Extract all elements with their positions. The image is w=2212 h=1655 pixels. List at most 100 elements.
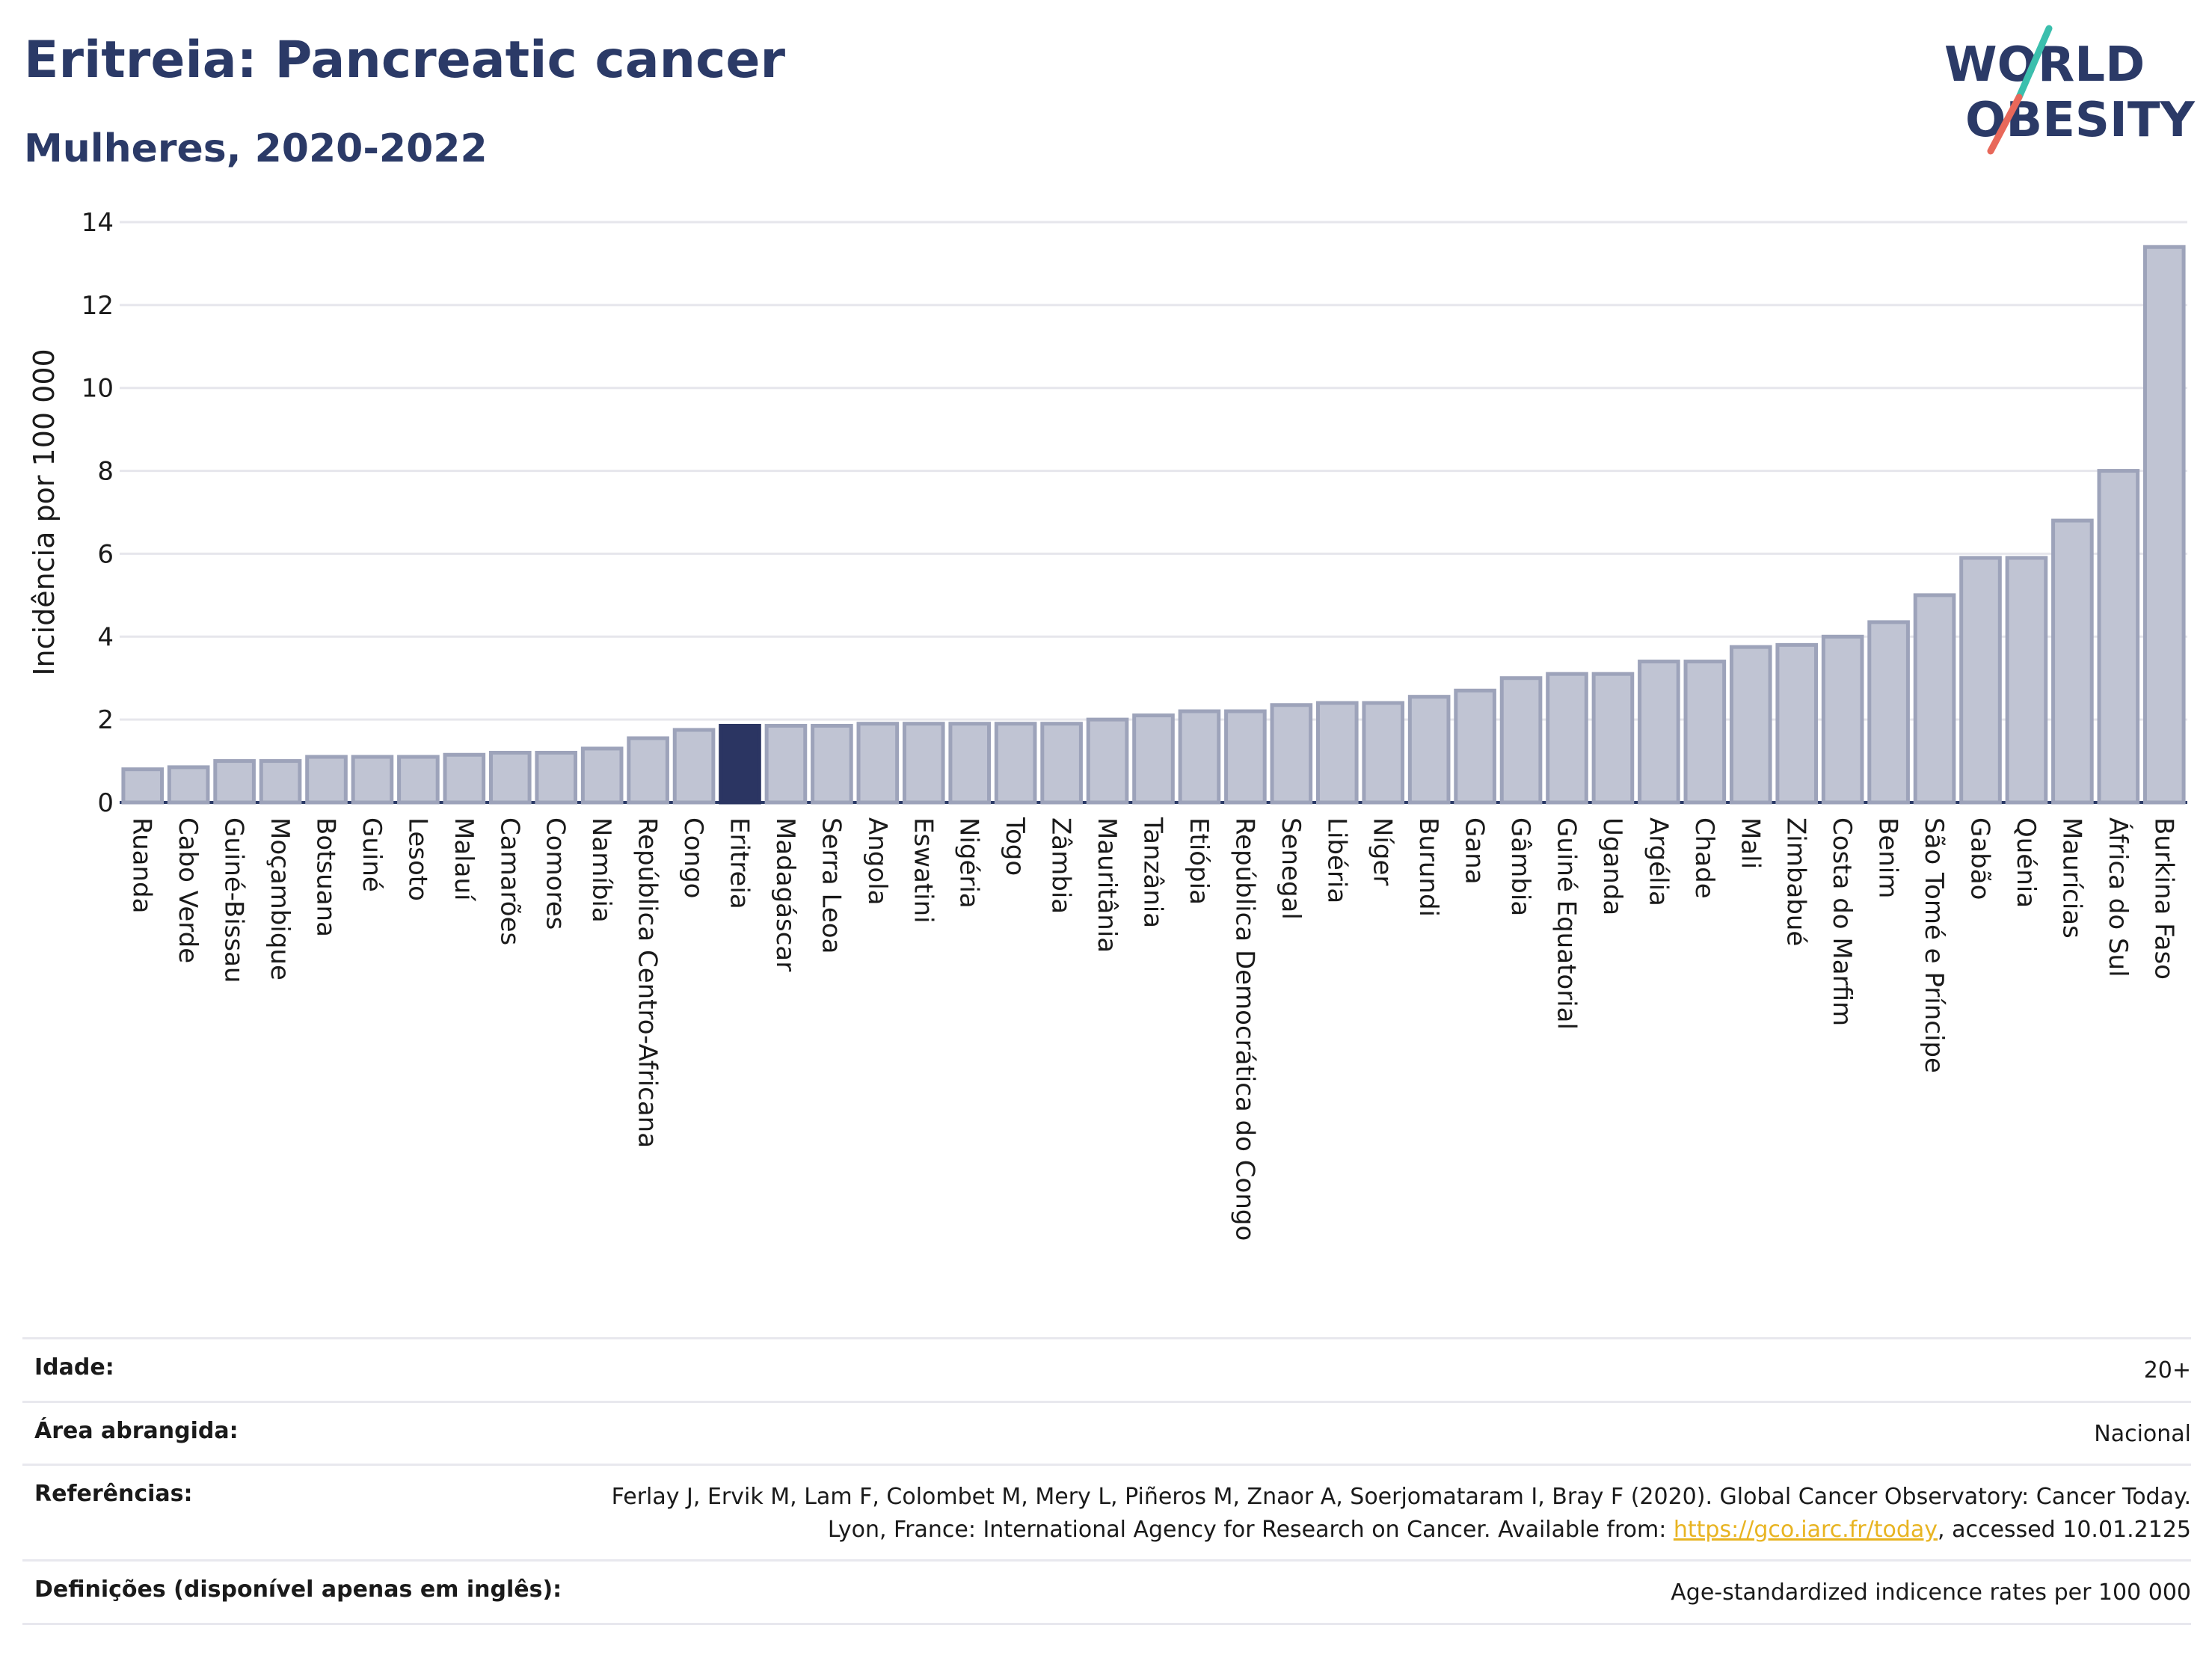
x-tick-label: Uganda — [1597, 817, 1627, 915]
x-tick-label: Nigéria — [954, 817, 984, 909]
x-tick-label: Quénia — [2011, 817, 2041, 908]
reference-accessed: , accessed 10.01.2125 — [1938, 1516, 2191, 1543]
x-tick-label: Ruanda — [127, 817, 157, 913]
x-tick-label: Zâmbia — [1046, 817, 1076, 914]
bar-Guiné-Bissau — [213, 759, 256, 805]
x-tick-label: Guiné-Bissau — [219, 817, 249, 983]
bar-Níger — [1362, 701, 1405, 805]
x-tick-label: São Tomé e Príncipe — [1919, 817, 1949, 1073]
x-tick-label: Namíbia — [586, 817, 616, 923]
bar-Namíbia — [580, 746, 624, 805]
meta-value-references: Ferlay J, Ervik M, Lam F, Colombet M, Me… — [546, 1481, 2191, 1546]
x-tick-label: República Centro-Africana — [633, 817, 663, 1148]
x-tick-label: Zimbabué — [1781, 817, 1811, 946]
bar-Eritreia — [719, 723, 761, 805]
bar-Gana — [1454, 688, 1496, 805]
bar-Angola — [856, 722, 900, 805]
bar-São Tomé e Príncipe — [1913, 593, 1956, 805]
x-tick-label: Argélia — [1643, 817, 1673, 906]
x-tick-label: Camarões — [494, 817, 524, 945]
x-tick-label: Gabão — [1965, 817, 1995, 900]
x-tick-label: Madagáscar — [770, 817, 800, 971]
y-axis-ticks: 0 2 4 6 8 10 12 14 — [82, 208, 114, 818]
meta-value-definitions: Age-standardized indicence rates per 100… — [1671, 1579, 2191, 1606]
x-tick-label: Togo — [1000, 817, 1030, 876]
bar-Serra Leoa — [811, 723, 853, 805]
bar-República Democrática do Congo — [1224, 709, 1267, 805]
bar-Burundi — [1407, 695, 1451, 805]
bar-Uganda — [1591, 672, 1635, 805]
logo-slash-teal — [2015, 25, 2053, 101]
x-tick-label: Moçambique — [265, 817, 295, 980]
meta-label-area: Área abrangida: — [34, 1417, 239, 1444]
meta-row-area: Área abrangida: Nacional — [22, 1400, 2191, 1464]
bar-Ruanda — [121, 767, 165, 805]
x-tick-label: Eswatini — [908, 817, 938, 924]
x-tick-label: Libéria — [1321, 817, 1351, 903]
x-axis-labels: Ruanda Cabo Verde Guiné-Bissau Moçambique Bo… — [127, 817, 2179, 1241]
x-tick-label: Costa do Marfim — [1827, 817, 1857, 1026]
x-tick-label: Maurícias — [2056, 817, 2086, 939]
x-tick-label: Mali — [1735, 817, 1765, 869]
bar-Lesoto — [397, 755, 440, 805]
y-tick-label: 4 — [97, 622, 114, 652]
meta-label-age: Idade: — [34, 1354, 114, 1381]
meta-row-references: Referências: Ferlay J, Ervik M, Lam F, C… — [22, 1464, 2191, 1559]
bar-Libéria — [1315, 701, 1359, 805]
world-obesity-logo: WORLD OBESITY — [1944, 25, 2195, 155]
x-tick-label: República Democrática do Congo — [1229, 817, 1259, 1241]
meta-label-definitions: Definições (disponível apenas em inglês)… — [34, 1576, 562, 1603]
bar-Botsuana — [305, 755, 348, 805]
bar-Gabão — [1959, 556, 2002, 805]
x-tick-label: Burkina Faso — [2148, 817, 2178, 980]
chart-subtitle: Mulheres, 2020-2022 — [24, 126, 488, 171]
y-tick-label: 2 — [97, 705, 114, 735]
bar-Maurícias — [2051, 518, 2094, 805]
bar-Chade — [1683, 660, 1727, 805]
bar-chart: 0 2 4 6 8 10 12 14 Ruanda Cabo Verde Guiné-Bissau… — [28, 208, 2187, 1241]
x-tick-label: Eritreia — [725, 817, 755, 909]
bar-Congo — [672, 728, 716, 805]
meta-label-references: Referências: — [34, 1481, 193, 1507]
bar-Tanzânia — [1132, 713, 1175, 805]
y-tick-label: 0 — [97, 788, 114, 818]
reference-link[interactable]: https://gco.iarc.fr/today — [1673, 1516, 1938, 1543]
bar-Nigéria — [948, 722, 992, 805]
bar-África do Sul — [2097, 469, 2140, 805]
logo-slash-coral — [1987, 93, 2023, 155]
y-axis-label: Incidência por 100 000 — [28, 348, 61, 675]
bar-Senegal — [1270, 703, 1313, 805]
x-tick-label: Chade — [1689, 817, 1719, 899]
x-tick-label: Botsuana — [311, 817, 341, 937]
x-tick-label: Gâmbia — [1505, 817, 1535, 916]
meta-value-age: 20+ — [2143, 1357, 2191, 1384]
x-tick-label: Malauí — [449, 817, 479, 902]
x-tick-label: Mauritânia — [1092, 817, 1122, 953]
chart-title: Eritreia: Pancreatic cancer — [24, 31, 786, 90]
metadata-table: Idade: 20+ Área abrangida: Nacional Refe… — [22, 1337, 2191, 1625]
x-tick-label: Níger — [1368, 817, 1398, 885]
bar-Zimbabué — [1775, 642, 1819, 805]
x-tick-label: Benim — [1873, 817, 1903, 898]
meta-row-definitions: Definições (disponível apenas em inglês)… — [22, 1559, 2191, 1625]
y-tick-label: 10 — [82, 374, 114, 404]
bar-Madagáscar — [764, 723, 808, 805]
x-tick-label: Senegal — [1276, 817, 1306, 920]
y-tick-label: 6 — [97, 539, 114, 569]
bar-Malauí — [443, 752, 486, 805]
x-tick-label: Guiné Equatorial — [1552, 817, 1582, 1030]
bar-Guiné Equatorial — [1546, 672, 1588, 805]
x-tick-label: Cabo Verde — [173, 817, 203, 963]
y-tick-label: 12 — [82, 291, 114, 321]
bar-Gâmbia — [1499, 676, 1543, 805]
bar-Etiópia — [1178, 709, 1221, 805]
bar-República Centro-Africana — [627, 736, 669, 805]
x-tick-label: Congo — [678, 817, 708, 898]
x-tick-label: Guiné — [357, 817, 387, 892]
y-tick-label: 8 — [97, 457, 114, 487]
bar-Argélia — [1638, 660, 1680, 805]
bar-Mali — [1729, 645, 1772, 805]
bar-Togo — [994, 722, 1037, 805]
x-tick-label: Gana — [1460, 817, 1490, 885]
x-tick-label: Lesoto — [402, 817, 432, 901]
